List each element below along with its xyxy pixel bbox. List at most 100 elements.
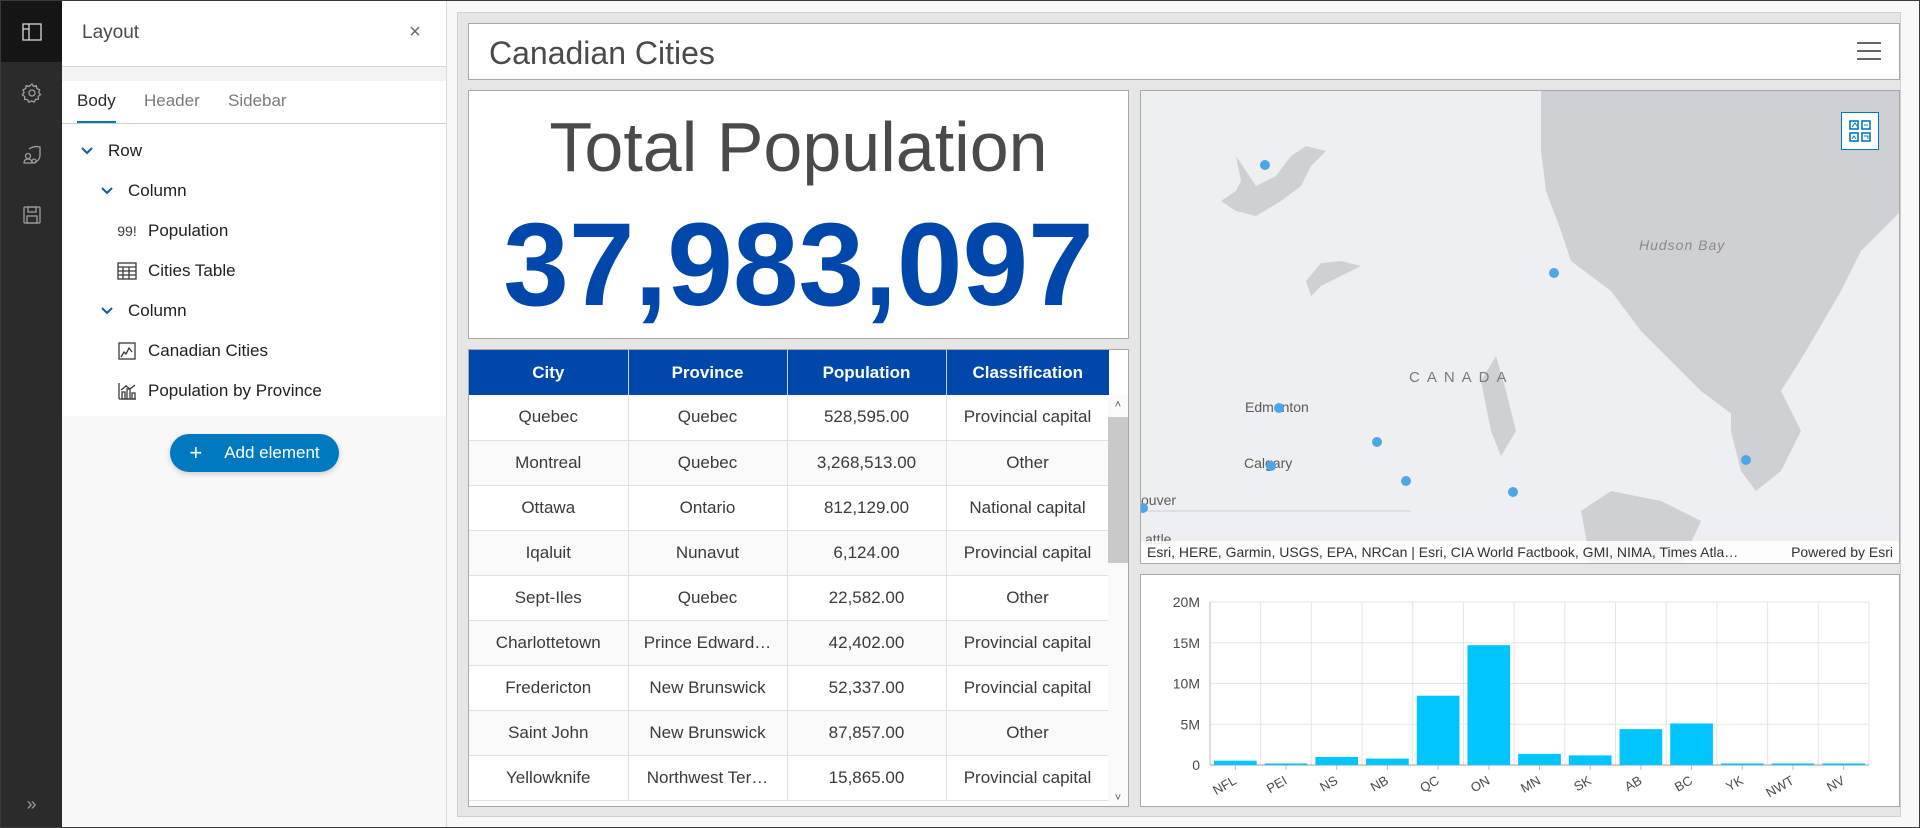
cell-city: Fredericton	[469, 665, 629, 711]
table-row[interactable]: Yellowknife Northwest Ter… 15,865.00 Provin…	[469, 755, 1110, 801]
indicator-value: 37,983,097	[503, 199, 1094, 331]
great-bear-lake	[1221, 146, 1326, 216]
tab-body[interactable]: Body	[77, 91, 116, 123]
cell-population: 3,268,513.00	[787, 440, 947, 486]
cell-classification: Provincial capital	[946, 620, 1110, 666]
settings-tool-button[interactable]	[1, 62, 62, 123]
tree-item-column[interactable]: Column	[100, 176, 187, 206]
tree-item-label: Population by Province	[148, 381, 322, 400]
bar-bc[interactable]	[1670, 723, 1713, 765]
cell-province: New Brunswick	[628, 665, 788, 711]
bar-on[interactable]	[1467, 645, 1511, 765]
save-icon	[22, 205, 41, 224]
panel-header: Layout ×	[62, 1, 446, 67]
cell-classification: National capital	[946, 485, 1110, 531]
map-label-hudson-bay: Hudson Bay	[1639, 237, 1726, 253]
table-scrollbar[interactable]: ˄ ˅	[1108, 395, 1128, 806]
table-row[interactable]: Sept-Iles Quebec 22,582.00 Other	[469, 575, 1110, 621]
tab-header[interactable]: Header	[144, 91, 200, 110]
bar-nfl[interactable]	[1214, 760, 1257, 765]
bar-ab[interactable]	[1619, 729, 1663, 765]
map-point[interactable]	[1401, 476, 1411, 486]
table-row[interactable]: Charlottetown Prince Edward… 42,402.00 Prov…	[469, 620, 1110, 666]
expand-button[interactable]: »	[1, 789, 62, 819]
bar-yk[interactable]	[1720, 763, 1764, 766]
scroll-down-icon[interactable]: ˅	[1114, 792, 1122, 804]
table-row[interactable]: Ottawa Ontario 812,129.00 National capital	[469, 485, 1110, 531]
bar-mn[interactable]	[1518, 753, 1561, 765]
bar-qc[interactable]	[1416, 695, 1460, 765]
tree-item-canadian-cities[interactable]: Canadian Cities	[116, 336, 268, 366]
cell-province: Quebec	[628, 575, 788, 621]
table: City Province Population Classification …	[469, 350, 1110, 801]
tree-item-population[interactable]: 99! Population	[116, 216, 228, 246]
bar-nv[interactable]	[1822, 763, 1865, 766]
column-header-city[interactable]: City	[469, 350, 629, 395]
table-row[interactable]: Saint John New Brunswick 87,857.00 Other	[469, 710, 1110, 756]
bar-pei[interactable]	[1264, 763, 1308, 766]
scroll-thumb[interactable]	[1108, 417, 1128, 563]
great-slave-lake	[1306, 261, 1361, 296]
add-element-button[interactable]: + Add element	[170, 434, 339, 472]
tree-item-column[interactable]: Column	[100, 296, 187, 326]
cell-population: 52,337.00	[787, 665, 947, 711]
tree-item-cities-table[interactable]: Cities Table	[116, 256, 236, 286]
cities-table[interactable]: City Province Population Classification …	[468, 349, 1129, 807]
cell-classification: Provincial capital	[946, 395, 1110, 441]
close-icon[interactable]: ×	[409, 21, 421, 43]
attribution-text[interactable]: Esri, HERE, Garmin, USGS, EPA, NRCan | E…	[1147, 544, 1739, 560]
layout-tool-button[interactable]	[1, 1, 62, 62]
cell-city: Iqaluit	[469, 530, 629, 576]
table-icon	[116, 260, 138, 282]
map-point[interactable]	[1260, 160, 1270, 170]
table-row[interactable]: Montreal Quebec 3,268,513.00 Other	[469, 440, 1110, 486]
table-row[interactable]: Quebec Quebec 528,595.00 Provincial capital	[469, 395, 1110, 441]
map-point[interactable]	[1266, 461, 1276, 471]
scroll-up-icon[interactable]: ˄	[1114, 399, 1122, 411]
bar-nb[interactable]	[1366, 758, 1409, 765]
layout-tabs: Body Header Sidebar	[62, 81, 446, 124]
cell-province: Prince Edward…	[628, 620, 788, 666]
table-header-row: City Province Population Classification	[469, 350, 1109, 395]
hamburger-menu-icon[interactable]	[1857, 40, 1881, 62]
map-point[interactable]	[1141, 503, 1148, 513]
layout-icon	[21, 22, 42, 41]
powered-by-esri[interactable]: Powered by Esri	[1791, 544, 1893, 560]
cell-classification: Other	[946, 575, 1110, 621]
population-indicator[interactable]: Total Population 37,983,097	[468, 90, 1129, 339]
map-point[interactable]	[1741, 455, 1751, 465]
map-point[interactable]	[1508, 487, 1518, 497]
bar-ns[interactable]	[1315, 757, 1359, 765]
population-by-province-chart[interactable]: 0 5M 10M 15M 20M NFL PEI NS NB QC ON MN SK AB BC YK NWT N…	[1140, 574, 1900, 807]
map-point[interactable]	[1372, 437, 1382, 447]
cell-province: Quebec	[628, 440, 788, 486]
basemap	[1141, 91, 1899, 563]
chart-icon	[116, 380, 138, 402]
tree-item-population-by-province[interactable]: Population by Province	[116, 376, 322, 406]
column-header-classification[interactable]: Classification	[946, 350, 1109, 395]
tree-item-row[interactable]: Row	[80, 136, 142, 166]
map-view[interactable]: Hudson Bay CANADA Edmonton Calgary ouver…	[1140, 90, 1900, 564]
bar-sk[interactable]	[1568, 755, 1612, 765]
y-tick-label: 10M	[1173, 676, 1200, 692]
cell-population: 6,124.00	[787, 530, 947, 576]
basemap-gallery-icon	[1849, 120, 1871, 142]
cell-province: Northwest Ter…	[628, 755, 788, 801]
table-row[interactable]: Fredericton New Brunswick 52,337.00 Provinc…	[469, 665, 1110, 711]
table-row[interactable]: Iqaluit Nunavut 6,124.00 Provincial capital	[469, 530, 1110, 576]
chevron-down-icon[interactable]	[100, 184, 114, 198]
cell-population: 87,857.00	[787, 710, 947, 756]
x-tick-label: QC	[1417, 773, 1441, 796]
tab-sidebar[interactable]: Sidebar	[228, 91, 287, 110]
map-point[interactable]	[1549, 268, 1559, 278]
cell-classification: Provincial capital	[946, 665, 1110, 711]
chevron-down-icon[interactable]	[100, 304, 114, 318]
chevron-down-icon[interactable]	[80, 144, 94, 158]
theme-tool-button[interactable]	[1, 123, 62, 184]
column-header-population[interactable]: Population	[787, 350, 947, 395]
bar-nwt[interactable]	[1771, 763, 1815, 766]
column-header-province[interactable]: Province	[628, 350, 788, 395]
basemap-gallery-button[interactable]	[1841, 112, 1879, 150]
save-tool-button[interactable]	[1, 184, 62, 245]
map-point[interactable]	[1274, 403, 1284, 413]
